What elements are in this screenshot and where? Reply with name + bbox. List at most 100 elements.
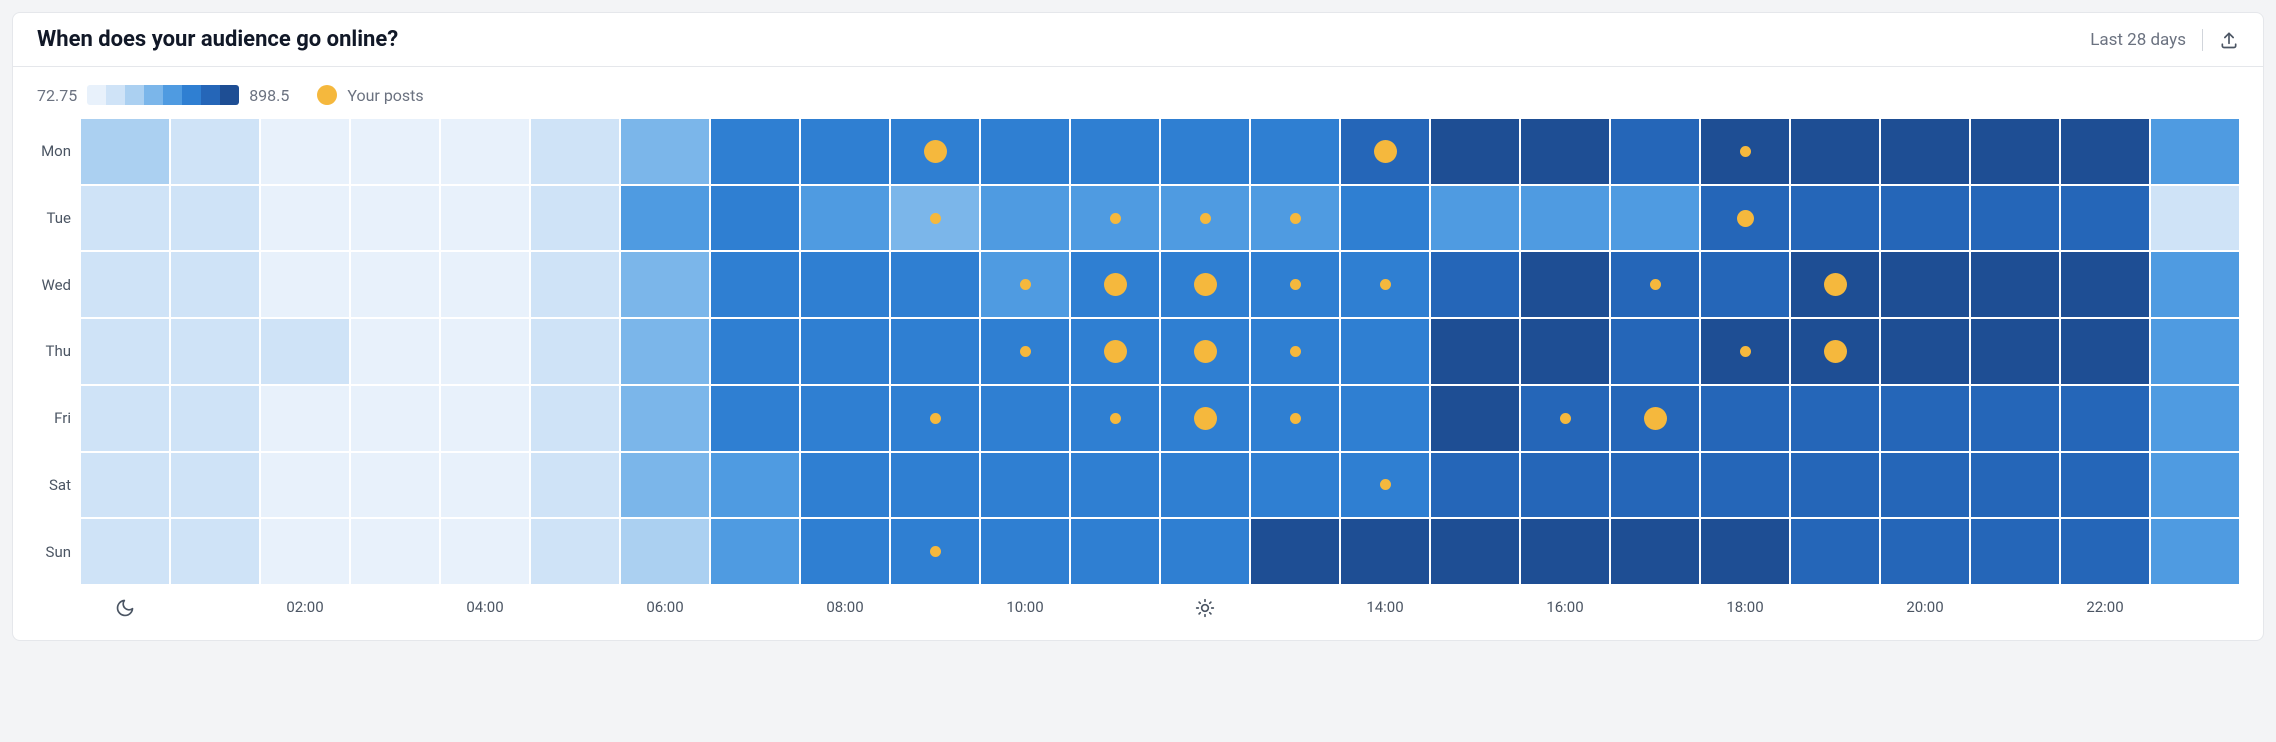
heatmap-cell[interactable]	[1971, 186, 2059, 251]
post-dot[interactable]	[1380, 279, 1391, 290]
heatmap-cell[interactable]	[1521, 186, 1609, 251]
heatmap-cell[interactable]	[1701, 453, 1789, 518]
post-dot[interactable]	[1020, 346, 1031, 357]
heatmap-cell[interactable]	[1611, 119, 1699, 184]
heatmap-cell[interactable]	[1341, 386, 1429, 451]
heatmap-cell[interactable]	[981, 252, 1069, 317]
heatmap-cell[interactable]	[531, 252, 619, 317]
heatmap-cell[interactable]	[1791, 186, 1879, 251]
heatmap-cell[interactable]	[351, 386, 439, 451]
heatmap-cell[interactable]	[1161, 453, 1249, 518]
heatmap-cell[interactable]	[1431, 319, 1519, 384]
heatmap-cell[interactable]	[261, 319, 349, 384]
heatmap-cell[interactable]	[621, 519, 709, 584]
heatmap-cell[interactable]	[2151, 319, 2239, 384]
heatmap-cell[interactable]	[1611, 186, 1699, 251]
heatmap-cell[interactable]	[1341, 252, 1429, 317]
heatmap-cell[interactable]	[1791, 319, 1879, 384]
heatmap-cell[interactable]	[351, 453, 439, 518]
heatmap-cell[interactable]	[711, 319, 799, 384]
heatmap-cell[interactable]	[81, 453, 169, 518]
heatmap-cell[interactable]	[81, 319, 169, 384]
heatmap-cell[interactable]	[1701, 386, 1789, 451]
heatmap-cell[interactable]	[891, 186, 979, 251]
post-dot[interactable]	[1290, 213, 1301, 224]
heatmap-cell[interactable]	[261, 119, 349, 184]
heatmap-cell[interactable]	[1431, 119, 1519, 184]
date-range-label[interactable]: Last 28 days	[2090, 30, 2186, 50]
heatmap-cell[interactable]	[441, 252, 529, 317]
heatmap-cell[interactable]	[1071, 186, 1159, 251]
heatmap-cell[interactable]	[1251, 186, 1339, 251]
post-dot[interactable]	[1290, 413, 1301, 424]
heatmap-cell[interactable]	[1521, 453, 1609, 518]
heatmap-cell[interactable]	[1701, 119, 1789, 184]
heatmap-cell[interactable]	[1521, 386, 1609, 451]
heatmap-cell[interactable]	[81, 519, 169, 584]
post-dot[interactable]	[1824, 340, 1847, 363]
heatmap-cell[interactable]	[621, 186, 709, 251]
heatmap-cell[interactable]	[1071, 252, 1159, 317]
heatmap-cell[interactable]	[1431, 386, 1519, 451]
heatmap-cell[interactable]	[1251, 119, 1339, 184]
heatmap-cell[interactable]	[1881, 386, 1969, 451]
heatmap-cell[interactable]	[1161, 186, 1249, 251]
heatmap-cell[interactable]	[981, 519, 1069, 584]
heatmap-cell[interactable]	[1521, 519, 1609, 584]
heatmap-cell[interactable]	[171, 186, 259, 251]
post-dot[interactable]	[930, 546, 941, 557]
heatmap-cell[interactable]	[2061, 252, 2149, 317]
heatmap-cell[interactable]	[1791, 119, 1879, 184]
heatmap-cell[interactable]	[711, 186, 799, 251]
heatmap-cell[interactable]	[1791, 453, 1879, 518]
heatmap-cell[interactable]	[351, 252, 439, 317]
heatmap-cell[interactable]	[981, 453, 1069, 518]
heatmap-cell[interactable]	[1701, 252, 1789, 317]
heatmap-cell[interactable]	[2151, 252, 2239, 317]
heatmap-cell[interactable]	[711, 519, 799, 584]
heatmap-cell[interactable]	[1881, 119, 1969, 184]
heatmap-cell[interactable]	[891, 453, 979, 518]
heatmap-cell[interactable]	[1971, 119, 2059, 184]
heatmap-cell[interactable]	[351, 519, 439, 584]
heatmap-cell[interactable]	[1251, 453, 1339, 518]
heatmap-cell[interactable]	[1971, 386, 2059, 451]
post-dot[interactable]	[1194, 273, 1217, 296]
heatmap-cell[interactable]	[801, 252, 889, 317]
heatmap-cell[interactable]	[621, 386, 709, 451]
heatmap-cell[interactable]	[351, 186, 439, 251]
heatmap-cell[interactable]	[2061, 519, 2149, 584]
heatmap-cell[interactable]	[891, 119, 979, 184]
heatmap-cell[interactable]	[2061, 453, 2149, 518]
heatmap-cell[interactable]	[531, 186, 619, 251]
heatmap-cell[interactable]	[1431, 252, 1519, 317]
heatmap-cell[interactable]	[1611, 519, 1699, 584]
post-dot[interactable]	[1644, 407, 1667, 430]
heatmap-cell[interactable]	[81, 252, 169, 317]
heatmap-cell[interactable]	[711, 119, 799, 184]
heatmap-cell[interactable]	[1611, 386, 1699, 451]
heatmap-cell[interactable]	[1071, 519, 1159, 584]
heatmap-cell[interactable]	[2151, 453, 2239, 518]
heatmap-cell[interactable]	[981, 119, 1069, 184]
post-dot[interactable]	[1374, 140, 1397, 163]
heatmap-cell[interactable]	[1341, 119, 1429, 184]
heatmap-cell[interactable]	[531, 453, 619, 518]
heatmap-cell[interactable]	[621, 319, 709, 384]
heatmap-cell[interactable]	[621, 252, 709, 317]
heatmap-cell[interactable]	[1251, 252, 1339, 317]
heatmap-cell[interactable]	[261, 386, 349, 451]
heatmap-cell[interactable]	[171, 252, 259, 317]
heatmap-cell[interactable]	[1431, 186, 1519, 251]
heatmap-cell[interactable]	[1161, 319, 1249, 384]
heatmap-cell[interactable]	[351, 119, 439, 184]
post-dot[interactable]	[1290, 279, 1301, 290]
heatmap-cell[interactable]	[891, 386, 979, 451]
post-dot[interactable]	[1650, 279, 1661, 290]
heatmap-cell[interactable]	[2061, 186, 2149, 251]
post-dot[interactable]	[1740, 146, 1751, 157]
heatmap-cell[interactable]	[711, 252, 799, 317]
heatmap-cell[interactable]	[1071, 386, 1159, 451]
heatmap-cell[interactable]	[531, 319, 619, 384]
heatmap-cell[interactable]	[441, 386, 529, 451]
